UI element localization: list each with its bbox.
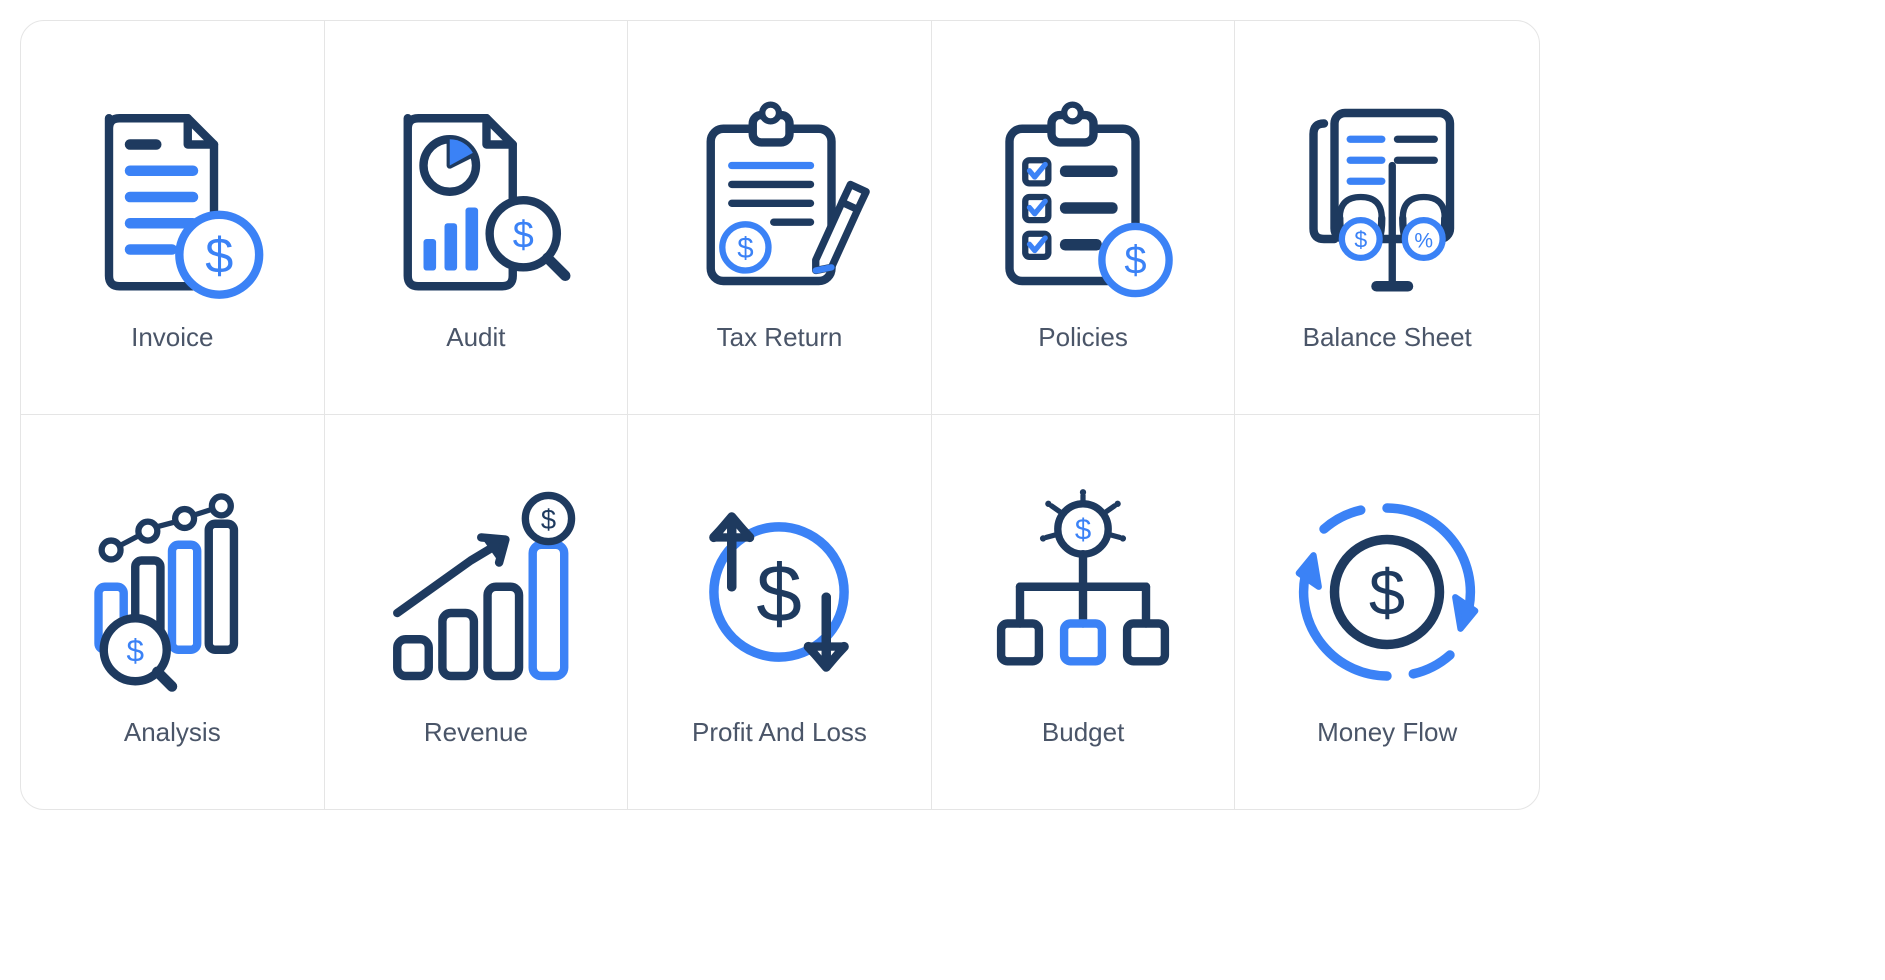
svg-text:$: $ [206, 227, 234, 284]
svg-text:$: $ [541, 504, 556, 535]
icon-cell-invoice: $ Invoice [21, 21, 325, 415]
svg-text:$: $ [127, 632, 145, 668]
balance-sheet-icon: $ % [1282, 92, 1492, 302]
svg-text:$: $ [1125, 239, 1147, 283]
svg-text:$: $ [757, 548, 803, 639]
svg-text:$: $ [738, 232, 754, 265]
svg-text:$: $ [1355, 226, 1368, 252]
icon-cell-policies: $ Policies [932, 21, 1236, 415]
icon-cell-audit: $ Audit [325, 21, 629, 415]
svg-text:$: $ [513, 214, 534, 256]
icon-label: Analysis [124, 717, 221, 748]
icon-label: Policies [1038, 322, 1128, 353]
icon-label: Revenue [424, 717, 528, 748]
icon-label: Budget [1042, 717, 1124, 748]
icon-label: Tax Return [717, 322, 843, 353]
money-flow-icon: $ [1282, 487, 1492, 697]
icon-cell-balance-sheet: $ % Balance Sheet [1235, 21, 1539, 415]
icon-cell-analysis: $ Analysis [21, 415, 325, 809]
icon-label: Money Flow [1317, 717, 1457, 748]
icon-cell-profit-and-loss: $ Profit And Loss [628, 415, 932, 809]
audit-icon: $ [371, 92, 581, 302]
icon-cell-money-flow: $ Money Flow [1235, 415, 1539, 809]
icon-cell-budget: $ Budget [932, 415, 1236, 809]
profit-and-loss-icon: $ [674, 487, 884, 697]
policies-icon: $ [978, 92, 1188, 302]
icon-label: Audit [446, 322, 505, 353]
icon-cell-revenue: $ Revenue [325, 415, 629, 809]
icon-label: Invoice [131, 322, 213, 353]
icon-cell-tax-return: $ Tax Return [628, 21, 932, 415]
icon-label: Balance Sheet [1303, 322, 1472, 353]
revenue-icon: $ [371, 487, 581, 697]
icon-label: Profit And Loss [692, 717, 867, 748]
budget-icon: $ [978, 487, 1188, 697]
svg-text:%: % [1415, 229, 1434, 252]
invoice-icon: $ [67, 92, 277, 302]
svg-text:$: $ [1369, 556, 1405, 629]
tax-return-icon: $ [674, 92, 884, 302]
svg-text:$: $ [1075, 513, 1091, 546]
icon-grid: $ Invoice $ Audit [20, 20, 1540, 810]
analysis-icon: $ [67, 487, 277, 697]
